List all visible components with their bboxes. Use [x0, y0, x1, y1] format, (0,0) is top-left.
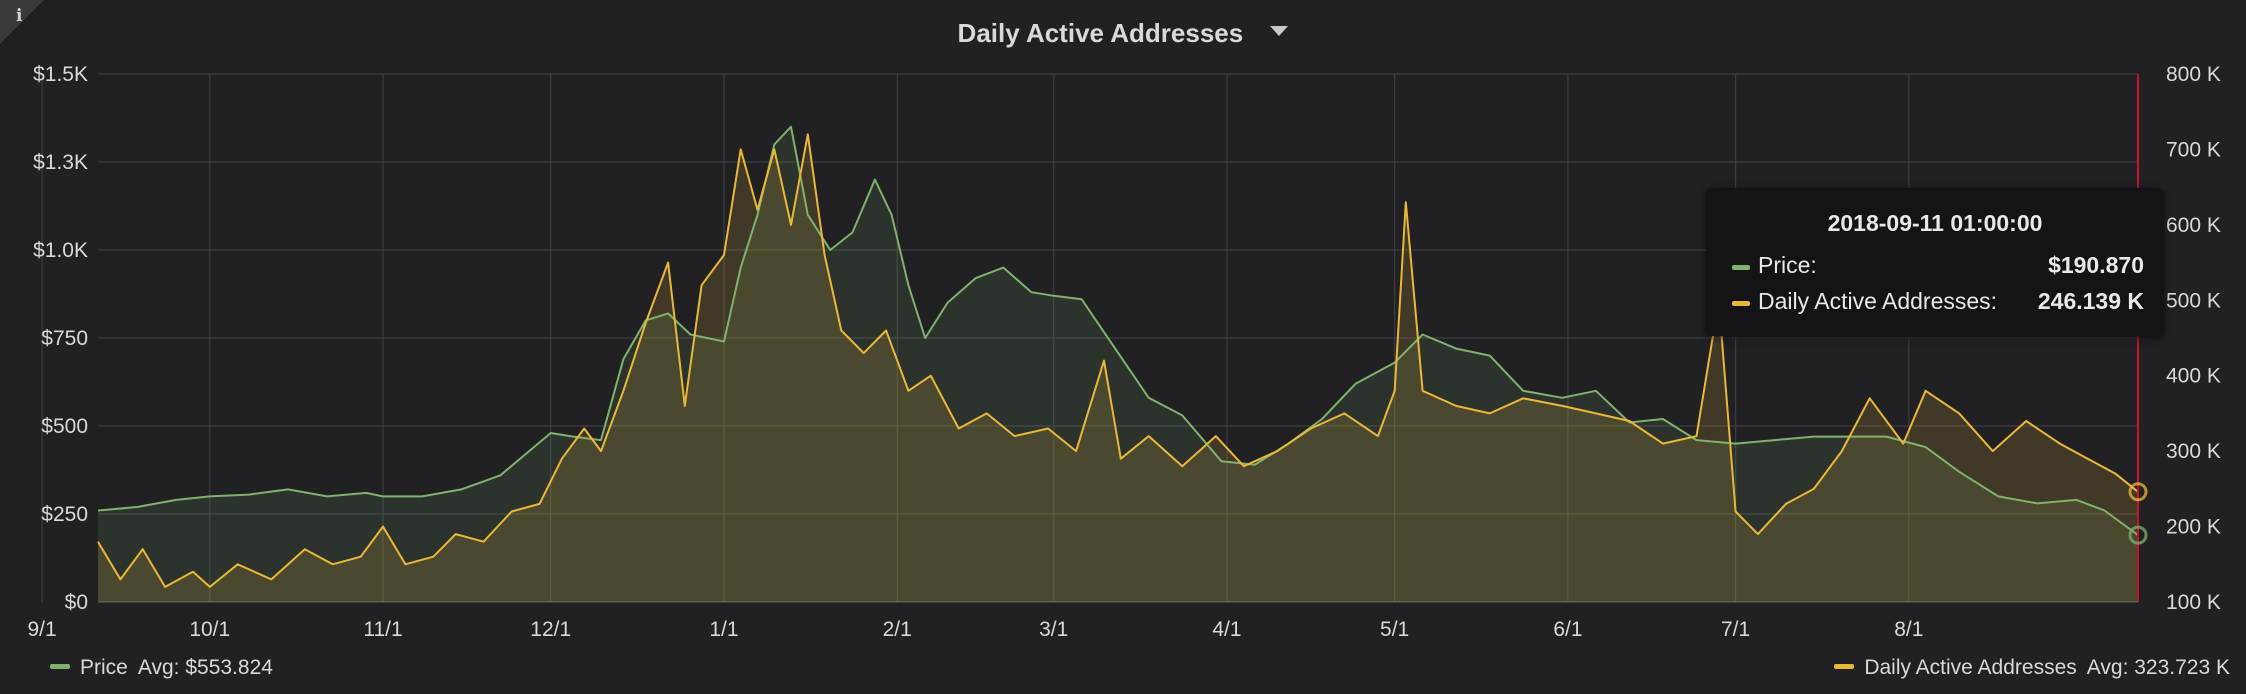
hover-cursor	[2128, 74, 2148, 602]
chart-grid	[41, 73, 2138, 603]
series-areas	[98, 126, 2138, 603]
right-y-tick-label: 800 K	[2166, 63, 2221, 86]
panel-title-menu[interactable]: Daily Active Addresses	[958, 18, 1289, 49]
x-tick-label: 9/1	[28, 618, 57, 641]
left-y-axis: $0 $250 $500 $750 $1.0K $1.3K $1.5K	[33, 63, 88, 614]
x-tick-label: 5/1	[1380, 618, 1409, 641]
left-y-tick-label: $1.3K	[33, 151, 88, 174]
tooltip-price-value: $190.870	[2048, 252, 2144, 278]
x-tick-label: 6/1	[1553, 618, 1582, 641]
x-tick-label: 12/1	[530, 618, 571, 641]
tooltip-row-daa: Daily Active Addresses: 246.139 K	[1732, 288, 2144, 318]
legend-price-name: Price	[80, 656, 128, 679]
series-area-price	[98, 126, 2138, 603]
right-y-tick-label: 700 K	[2166, 138, 2221, 161]
price-swatch	[1732, 265, 1750, 270]
daa-swatch	[1732, 301, 1750, 306]
legend-item-price[interactable]: Price Avg: $553.824	[50, 656, 273, 680]
right-y-tick-label: 300 K	[2166, 440, 2221, 463]
legend-daa-name: Daily Active Addresses	[1864, 656, 2077, 679]
right-y-tick-label: 600 K	[2166, 214, 2221, 237]
tooltip-row-price: Price: $190.870	[1732, 252, 2144, 282]
series-line-price	[97, 125, 2139, 536]
x-tick-label: 3/1	[1039, 618, 1068, 641]
tooltip-daa-label: Daily Active Addresses:	[1758, 288, 1998, 314]
x-tick-label: 7/1	[1721, 618, 1750, 641]
left-y-tick-label: $500	[41, 415, 88, 438]
panel-info-corner[interactable]	[0, 0, 44, 44]
right-y-tick-label: 200 K	[2166, 516, 2221, 539]
series-area-daa	[98, 134, 2138, 603]
left-y-tick-label: $1.5K	[33, 63, 88, 86]
tooltip-daa-value: 246.139 K	[2037, 288, 2144, 314]
hover-point-price	[2128, 525, 2148, 545]
left-y-tick-label: $750	[41, 327, 88, 350]
x-tick-label: 2/1	[883, 618, 912, 641]
right-y-tick-label: 400 K	[2166, 365, 2221, 388]
right-y-axis: 100 K 200 K 300 K 400 K 500 K 600 K 700 K 800 K	[2166, 63, 2221, 614]
tooltip-time: 2018-09-11 01:00:00	[1827, 210, 2043, 236]
right-y-tick-label: 100 K	[2166, 591, 2221, 614]
legend-item-daa[interactable]: Daily Active Addresses Avg: 323.723 K	[1834, 656, 2230, 680]
legend-daa-avg: Avg: 323.723 K	[2086, 656, 2230, 679]
daa-legend-swatch	[1834, 663, 1855, 669]
x-tick-label: 1/1	[709, 618, 738, 641]
panel-title: Daily Active Addresses	[957, 18, 1244, 48]
x-tick-label: 10/1	[189, 618, 230, 641]
x-axis: 10/1 11/1 12/1 1/1 2/1 3/1 4/1 5/1 6/1 7/1 8/1 9/1	[28, 618, 1924, 641]
left-y-tick-label: $250	[41, 503, 88, 526]
x-tick-label: 4/1	[1212, 618, 1241, 641]
series-line-daa	[97, 133, 2139, 588]
hover-tooltip: 2018-09-11 01:00:00 Price: $190.870 Dail…	[1706, 188, 2164, 336]
price-legend-swatch	[50, 663, 70, 669]
x-tick-label: 8/1	[1894, 618, 1923, 641]
legend-price-avg: Avg: $553.824	[137, 656, 273, 679]
hover-point-daa	[2128, 482, 2148, 502]
panel-header: Daily Active Addresses	[0, 18, 2246, 49]
info-icon[interactable]: i	[16, 6, 23, 26]
left-y-tick-label: $1.0K	[33, 239, 88, 262]
series-lines	[97, 125, 2139, 588]
left-y-tick-label: $0	[65, 591, 88, 614]
tooltip-price-label: Price:	[1758, 252, 1817, 278]
right-y-tick-label: 500 K	[2166, 289, 2221, 312]
caret-down-icon	[1270, 26, 1289, 37]
x-tick-label: 11/1	[363, 618, 402, 641]
